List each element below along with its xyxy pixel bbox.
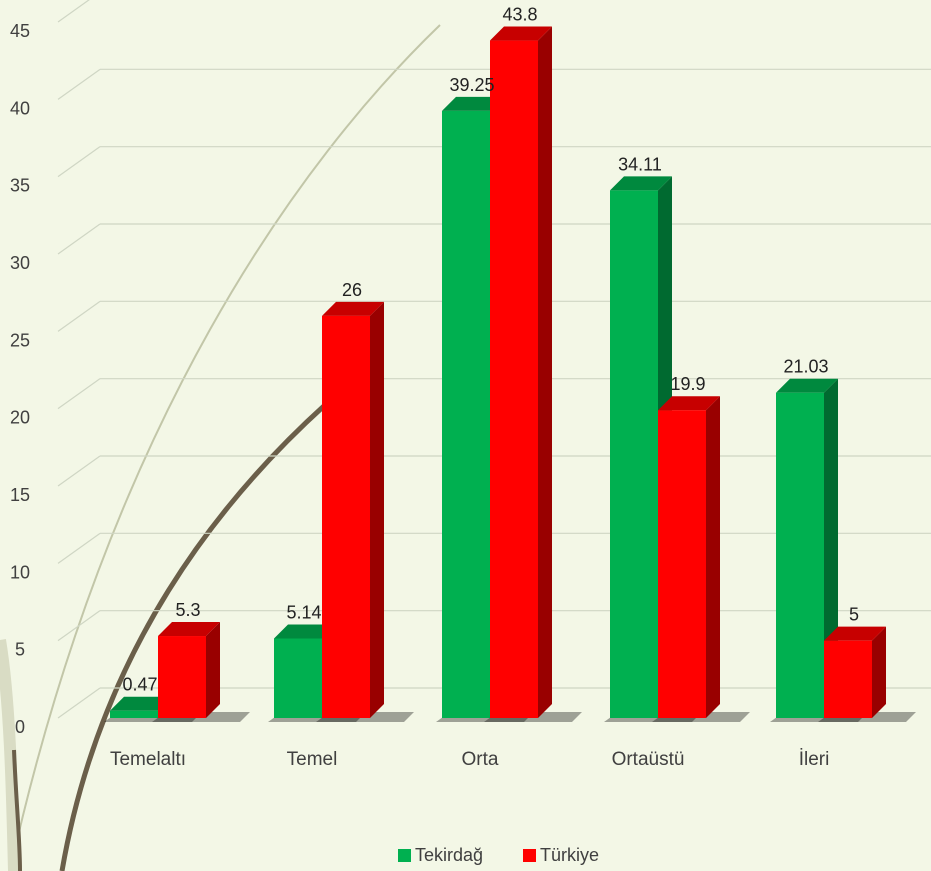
gridline-diagonal	[57, 687, 101, 719]
bar-front	[442, 110, 490, 718]
data-label: 34.11	[618, 154, 662, 174]
data-label: 5.14	[286, 603, 321, 623]
data-label: 19.9	[670, 374, 705, 394]
y-tick-label: 35	[10, 176, 30, 196]
y-tick-label: 40	[10, 98, 30, 118]
data-label: 21.03	[783, 357, 828, 377]
gridline-diagonal	[57, 610, 101, 642]
data-labels: 0.47 5.3 5.14 26 39.25 43.8 34.11 19.9 21.03 5	[122, 5, 859, 695]
bar-top	[110, 696, 172, 711]
x-tick-label: Ortaüstü	[612, 749, 685, 770]
bar-front	[776, 392, 824, 718]
y-tick-label: 5	[15, 640, 25, 660]
bar-front	[490, 40, 538, 719]
data-label: 5	[849, 605, 859, 625]
legend-label: Tekirdağ	[415, 845, 483, 865]
y-tick-label: 30	[10, 253, 30, 273]
y-tick-label: 20	[10, 408, 30, 428]
y-tick-label: 0	[15, 717, 25, 737]
x-axis: Temelaltı Temel Orta Ortaüstü İleri	[110, 749, 829, 770]
bar-front	[610, 190, 658, 718]
bar-top	[274, 624, 336, 639]
gridline-diagonal	[57, 146, 101, 178]
x-tick-label: Temelaltı	[110, 749, 186, 770]
decorative-arcs	[0, 24, 441, 871]
bar-top	[322, 301, 384, 316]
data-label: 39.25	[449, 75, 494, 95]
data-label: 43.8	[502, 5, 537, 25]
decorative-arc-dark	[59, 403, 327, 871]
bar-front	[158, 636, 206, 718]
y-tick-label: 10	[10, 562, 30, 582]
y-tick-label: 45	[10, 21, 30, 41]
legend-swatch	[398, 849, 411, 862]
bar-side	[370, 301, 384, 718]
bar-top	[658, 396, 720, 411]
bar-top	[776, 378, 838, 393]
bar-front	[658, 410, 706, 718]
y-tick-label: 25	[10, 330, 30, 350]
bar-top	[158, 622, 220, 637]
bar-side	[706, 396, 720, 718]
y-axis: 0 5 10 15 20 25 30 35 40 45	[10, 21, 30, 737]
bar-front	[322, 315, 370, 718]
bar-top	[442, 96, 504, 111]
decorative-arc-thick	[0, 639, 20, 871]
bar-side	[872, 626, 886, 718]
decorative-arc-dark-2	[12, 749, 22, 871]
gridline-diagonal	[57, 0, 90, 23]
legend-label: Türkiye	[540, 845, 599, 865]
gridline-diagonal	[57, 378, 101, 410]
bar-side	[206, 622, 220, 718]
bar-top	[490, 26, 552, 41]
bar-top	[610, 176, 672, 191]
gridline-diagonal	[57, 455, 101, 487]
bars	[104, 26, 916, 722]
gridline-diagonal	[57, 223, 101, 255]
gridline-diagonal	[57, 532, 101, 564]
bar-front	[110, 710, 158, 718]
legend: Tekirdağ Türkiye	[398, 845, 599, 865]
bar	[818, 626, 916, 722]
gridline-diagonal	[57, 68, 101, 100]
bar-front	[274, 638, 322, 718]
decorative-arc-light	[9, 24, 441, 871]
bar-front	[824, 640, 872, 718]
data-label: 0.47	[122, 675, 157, 695]
bar	[316, 301, 414, 722]
gridline-diagonal	[57, 300, 101, 332]
bar-top	[824, 626, 886, 641]
x-tick-label: Orta	[462, 749, 499, 770]
bar	[652, 396, 750, 722]
data-label: 5.3	[175, 600, 200, 620]
bar	[484, 26, 582, 722]
bar-side	[538, 26, 552, 719]
x-tick-label: İleri	[799, 749, 830, 770]
legend-swatch	[523, 849, 536, 862]
data-label: 26	[342, 280, 362, 300]
x-tick-label: Temel	[287, 749, 338, 770]
y-tick-label: 15	[10, 485, 30, 505]
bar	[152, 622, 250, 722]
